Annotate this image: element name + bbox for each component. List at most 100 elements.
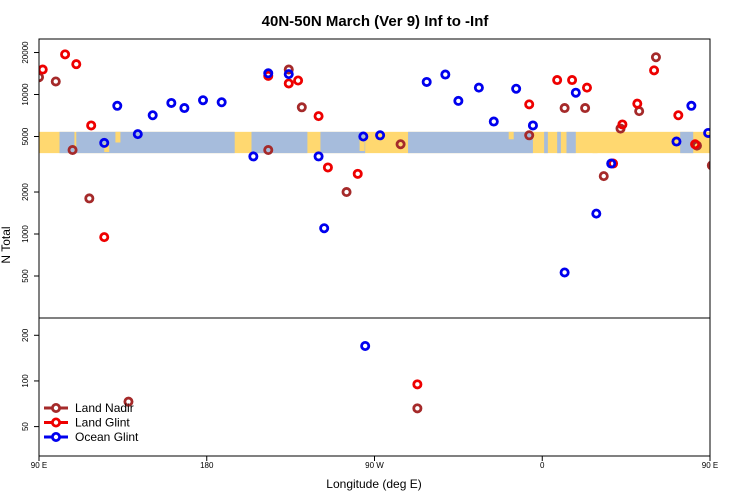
x-tick-label: 90 E <box>31 461 47 470</box>
map-band-ocean-3 <box>320 131 366 154</box>
map-band-ocean-8 <box>680 131 694 154</box>
point-land-glint <box>673 110 684 121</box>
x-tick-label: 90 E <box>702 461 718 470</box>
map-band-coast-3 <box>508 131 514 140</box>
map-band-ocean-2 <box>251 131 308 154</box>
map-band-coast-1 <box>115 131 121 143</box>
point-land-glint <box>567 75 578 86</box>
point-land-glint <box>86 120 97 131</box>
point-land-glint <box>412 379 423 390</box>
point-land-glint <box>524 99 535 110</box>
point-land-nadir <box>123 396 134 407</box>
point-land-nadir <box>650 52 661 63</box>
point-land-nadir <box>50 76 61 87</box>
upper-y-tick-label: 500 <box>21 269 30 283</box>
lower-y-tick-label: 50 <box>21 422 30 431</box>
point-ocean-glint <box>473 82 484 93</box>
axes: 90 E 180 90 W 0 90 E 500 1000 2000 5000 10000 2000… <box>21 41 718 470</box>
point-ocean-glint <box>198 95 209 106</box>
lower-y-tick-label: 200 <box>21 328 30 342</box>
x-tick-label: 90 W <box>365 461 384 470</box>
point-land-glint <box>322 162 333 173</box>
point-land-glint <box>313 111 324 122</box>
point-land-nadir <box>524 130 535 141</box>
map-band-ocean-6 <box>557 131 561 154</box>
point-ocean-glint <box>283 69 294 80</box>
map-band-ocean-0 <box>59 131 75 154</box>
point-ocean-glint <box>440 69 451 80</box>
point-ocean-glint <box>527 120 538 131</box>
upper-y-tick-label: 20000 <box>21 41 30 64</box>
point-ocean-glint <box>179 103 190 114</box>
legend-label-ocean-glint: Ocean Glint <box>75 430 139 444</box>
point-land-glint <box>617 119 628 130</box>
point-ocean-glint <box>606 158 617 169</box>
legend-marker-land-glint <box>51 417 62 428</box>
point-ocean-glint <box>570 87 581 98</box>
point-land-glint <box>293 75 304 86</box>
chart-title: 40N-50N March (Ver 9) Inf to -Inf <box>262 13 490 30</box>
point-ocean-glint <box>686 100 697 111</box>
map-band-ocean-5 <box>544 131 548 154</box>
world-map-band <box>39 131 710 154</box>
point-ocean-glint <box>453 95 464 106</box>
point-ocean-glint <box>511 83 522 94</box>
point-land-glint <box>632 98 643 109</box>
y-axis-label: N Total <box>0 226 13 263</box>
point-ocean-glint <box>703 127 710 138</box>
legend-marker-ocean-glint <box>51 431 62 442</box>
point-land-nadir <box>67 145 78 156</box>
upper-y-tick-label: 5000 <box>21 127 30 145</box>
point-ocean-glint <box>591 208 602 219</box>
legend-label-land-nadir: Land Nadir <box>75 401 134 415</box>
legend-marker-land-nadir <box>51 402 62 413</box>
point-land-nadir <box>341 187 352 198</box>
point-land-nadir <box>706 160 710 171</box>
point-ocean-glint <box>147 110 158 121</box>
map-band-ocean-7 <box>566 131 576 154</box>
point-ocean-glint <box>112 100 123 111</box>
point-ocean-glint <box>671 136 682 147</box>
point-ocean-glint <box>360 340 371 351</box>
point-land-nadir <box>84 193 95 204</box>
map-band-coast-0 <box>104 143 110 153</box>
x-axis-label: Longitude (deg E) <box>326 477 421 491</box>
point-land-glint <box>99 232 110 243</box>
point-land-nadir <box>598 171 609 182</box>
x-tick-label: 0 <box>540 461 545 470</box>
map-band-coast-2 <box>359 138 365 152</box>
point-ocean-glint <box>559 267 570 278</box>
point-land-glint <box>690 139 701 150</box>
map-band-coast-5 <box>592 142 598 154</box>
upper-y-tick-label: 1000 <box>21 225 30 243</box>
point-land-glint <box>649 65 660 76</box>
point-ocean-glint <box>319 223 330 234</box>
legend-label-land-glint: Land Glint <box>75 416 130 430</box>
point-ocean-glint <box>358 131 369 142</box>
lower-y-tick-label: 100 <box>21 374 30 388</box>
point-ocean-glint <box>99 137 110 148</box>
map-band-coast-4 <box>549 136 555 147</box>
point-land-nadir <box>296 102 307 113</box>
point-ocean-glint <box>375 130 386 141</box>
point-ocean-glint <box>488 116 499 127</box>
map-band-ocean-4 <box>408 131 533 154</box>
point-land-glint <box>60 49 71 60</box>
point-ocean-glint <box>166 97 177 108</box>
point-land-nadir <box>283 64 294 75</box>
point-land-nadir <box>580 103 591 114</box>
upper-y-tick-label: 2000 <box>21 183 30 201</box>
point-land-glint <box>283 78 294 89</box>
point-land-nadir <box>412 403 423 414</box>
point-ocean-glint <box>421 76 432 87</box>
x-tick-label: 180 <box>200 461 214 470</box>
point-land-glint <box>581 82 592 93</box>
point-ocean-glint <box>216 97 227 108</box>
point-land-nadir <box>559 103 570 114</box>
point-land-nadir <box>395 139 406 150</box>
point-ocean-glint <box>263 68 274 79</box>
point-land-nadir <box>263 145 274 156</box>
